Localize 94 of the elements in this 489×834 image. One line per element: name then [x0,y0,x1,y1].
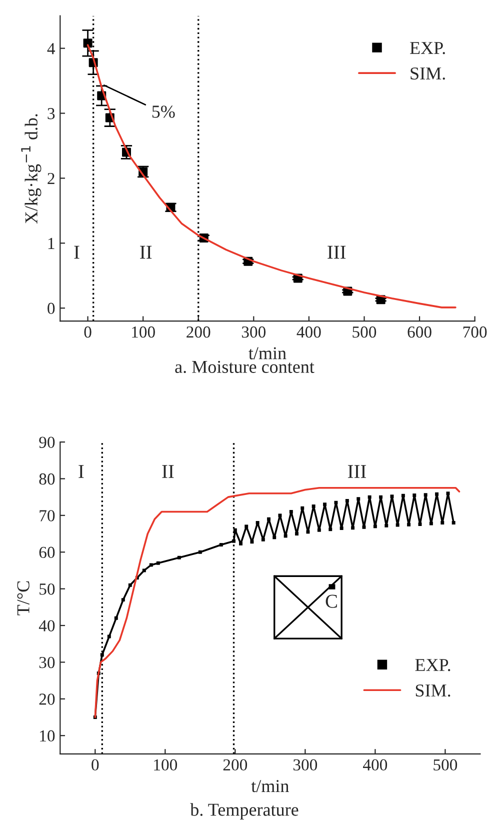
point [100,653,104,657]
text: b. Temperature [190,803,298,820]
point [412,493,416,497]
point [300,506,304,510]
x-axis-title: t/min [251,780,289,792]
point [323,502,327,506]
y-tick-label: 4 [47,43,56,54]
point [334,500,338,504]
point [278,514,282,518]
point [407,522,411,526]
annotation: II [162,465,174,478]
point [114,616,118,620]
y-tick-label: 50 [40,584,55,595]
point [284,534,288,538]
point [435,492,439,496]
point [317,528,321,532]
y-tick-label: 1 [48,238,54,249]
y-tick-label: 30 [39,656,55,668]
point [429,522,433,526]
annotation: C [326,594,337,608]
point [177,556,181,560]
point [256,521,260,524]
point [401,494,405,498]
y-tick-label: 90 [39,436,55,448]
x-tick-label: 500 [352,326,376,338]
point [373,524,377,528]
x-tick-label: 300 [293,759,318,771]
x-tick-label: 600 [408,326,432,338]
point [239,542,243,546]
y-tick-label: 2 [48,172,54,184]
annotation: 5% [152,106,175,118]
point [328,528,332,532]
point [295,532,299,536]
legend-label: EXP. [410,42,445,54]
point [128,583,132,587]
point [306,530,310,534]
point [198,550,202,554]
point [267,517,271,521]
x-tick-label: 0 [92,759,99,771]
point [289,510,293,514]
point [384,524,388,528]
point [345,498,349,502]
annotation: I [78,465,84,478]
y-tick-label: 70 [40,510,55,522]
y-tick-label: 60 [39,546,55,558]
point [219,543,223,547]
legend-label: SIM. [410,67,445,80]
point [233,528,237,532]
legend-label: SIM. [416,684,450,697]
text: a. Moisture content [175,360,314,374]
point [272,536,276,540]
y-tick-label: 80 [39,473,55,485]
legend-label: EXP. [415,659,450,672]
annotation: III [348,465,366,478]
point [351,526,355,530]
point [362,525,366,529]
y-tick-label: 3 [48,108,55,120]
point [149,563,153,567]
annotation: I [74,246,80,259]
x-tick-label: 0 [84,326,92,338]
x-tick-label: 300 [242,326,266,338]
point [424,493,428,497]
point [440,521,444,524]
x-tick-label: 100 [154,759,178,771]
point [452,521,456,524]
x-tick-label: 500 [434,759,458,771]
point [340,526,344,530]
y-tick-label: 20 [39,694,55,705]
x-tick-label: 700 [463,326,487,338]
point [396,523,400,527]
x-tick-label: 200 [223,759,248,771]
y-axis-title: T/°C [17,581,30,616]
y-tick-label: 0 [48,302,55,314]
point [379,495,383,499]
point [250,540,254,544]
point [142,568,146,572]
x-tick-label: 400 [363,759,388,771]
point [232,539,236,543]
y-tick-label: 10 [40,730,55,742]
annotation: III [328,246,346,259]
x-tick-label: 100 [132,326,155,338]
x-tick-label: 200 [186,326,210,338]
point [356,497,360,501]
point [312,504,316,508]
x-tick-label: 400 [296,326,321,338]
point [244,524,248,528]
point [121,598,125,602]
y-tick-label: 40 [38,620,55,632]
point [261,538,265,542]
annotation: II [140,246,152,259]
x-axis-title: t/min [248,347,286,360]
y-axis-title: X/kg·kg$^{−1}$ d.b. [21,114,42,224]
point [156,561,160,565]
point [368,495,372,499]
